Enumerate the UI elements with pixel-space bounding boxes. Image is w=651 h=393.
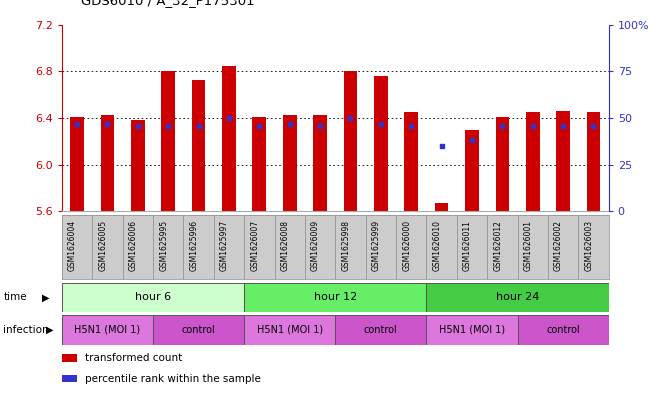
Bar bbox=[62, 375, 77, 382]
Bar bbox=[344, 72, 357, 211]
Bar bbox=[465, 130, 478, 211]
Text: GSM1626008: GSM1626008 bbox=[281, 220, 290, 271]
Bar bbox=[556, 111, 570, 211]
Point bbox=[254, 122, 264, 129]
Text: GSM1625999: GSM1625999 bbox=[372, 220, 381, 271]
Text: GSM1625995: GSM1625995 bbox=[159, 220, 168, 271]
Bar bbox=[374, 76, 388, 211]
Point bbox=[163, 122, 173, 129]
Text: GSM1625998: GSM1625998 bbox=[342, 220, 350, 271]
Bar bbox=[426, 283, 609, 312]
Text: GSM1626005: GSM1626005 bbox=[98, 220, 107, 271]
Bar bbox=[435, 203, 449, 211]
Point bbox=[284, 121, 295, 127]
Text: H5N1 (MOI 1): H5N1 (MOI 1) bbox=[256, 325, 323, 335]
Text: GDS6010 / A_32_P175301: GDS6010 / A_32_P175301 bbox=[81, 0, 255, 7]
Bar bbox=[518, 315, 609, 345]
Text: H5N1 (MOI 1): H5N1 (MOI 1) bbox=[439, 325, 505, 335]
Point bbox=[224, 115, 234, 121]
Text: H5N1 (MOI 1): H5N1 (MOI 1) bbox=[74, 325, 141, 335]
Text: infection: infection bbox=[3, 325, 49, 335]
Bar bbox=[62, 354, 77, 362]
Text: GSM1626002: GSM1626002 bbox=[554, 220, 563, 271]
Bar bbox=[244, 283, 426, 312]
Text: GSM1626010: GSM1626010 bbox=[433, 220, 441, 271]
Text: GSM1625997: GSM1625997 bbox=[220, 220, 229, 271]
Text: hour 6: hour 6 bbox=[135, 292, 171, 302]
Point bbox=[345, 115, 355, 121]
Text: GSM1625996: GSM1625996 bbox=[189, 220, 199, 271]
Text: GSM1626006: GSM1626006 bbox=[129, 220, 138, 271]
Text: GSM1626009: GSM1626009 bbox=[311, 220, 320, 271]
Text: GSM1626012: GSM1626012 bbox=[493, 220, 503, 271]
Point bbox=[406, 122, 417, 129]
Text: time: time bbox=[3, 292, 27, 302]
Text: percentile rank within the sample: percentile rank within the sample bbox=[85, 374, 260, 384]
Bar bbox=[161, 72, 175, 211]
Text: GSM1626001: GSM1626001 bbox=[524, 220, 533, 271]
Bar bbox=[62, 315, 153, 345]
Point bbox=[376, 121, 386, 127]
Bar bbox=[62, 283, 244, 312]
Bar bbox=[404, 112, 418, 211]
Text: control: control bbox=[546, 325, 580, 335]
Point bbox=[589, 122, 599, 129]
Text: control: control bbox=[364, 325, 398, 335]
Bar bbox=[70, 117, 84, 211]
Bar bbox=[426, 315, 518, 345]
Text: transformed count: transformed count bbox=[85, 353, 182, 363]
Text: GSM1626007: GSM1626007 bbox=[251, 220, 259, 271]
Bar bbox=[253, 117, 266, 211]
Bar bbox=[100, 115, 115, 211]
Bar bbox=[313, 115, 327, 211]
Point bbox=[558, 122, 568, 129]
Bar bbox=[131, 120, 145, 211]
Point bbox=[133, 122, 143, 129]
Point bbox=[527, 122, 538, 129]
Point bbox=[193, 122, 204, 129]
Text: ▶: ▶ bbox=[46, 325, 53, 335]
Point bbox=[102, 121, 113, 127]
Bar bbox=[495, 117, 509, 211]
Point bbox=[436, 143, 447, 149]
Bar bbox=[587, 112, 600, 211]
Bar bbox=[153, 315, 244, 345]
Bar bbox=[191, 80, 205, 211]
Point bbox=[497, 122, 508, 129]
Text: GSM1626003: GSM1626003 bbox=[585, 220, 594, 271]
Text: GSM1626004: GSM1626004 bbox=[68, 220, 77, 271]
Bar bbox=[526, 112, 540, 211]
Bar bbox=[244, 315, 335, 345]
Point bbox=[467, 137, 477, 143]
Bar bbox=[222, 66, 236, 211]
Text: control: control bbox=[182, 325, 215, 335]
Bar bbox=[283, 115, 297, 211]
Point bbox=[72, 121, 82, 127]
Text: hour 12: hour 12 bbox=[314, 292, 357, 302]
Point bbox=[315, 122, 326, 129]
Text: ▶: ▶ bbox=[42, 292, 50, 302]
Bar bbox=[335, 315, 426, 345]
Text: GSM1626000: GSM1626000 bbox=[402, 220, 411, 271]
Text: hour 24: hour 24 bbox=[496, 292, 539, 302]
Text: GSM1626011: GSM1626011 bbox=[463, 220, 472, 271]
